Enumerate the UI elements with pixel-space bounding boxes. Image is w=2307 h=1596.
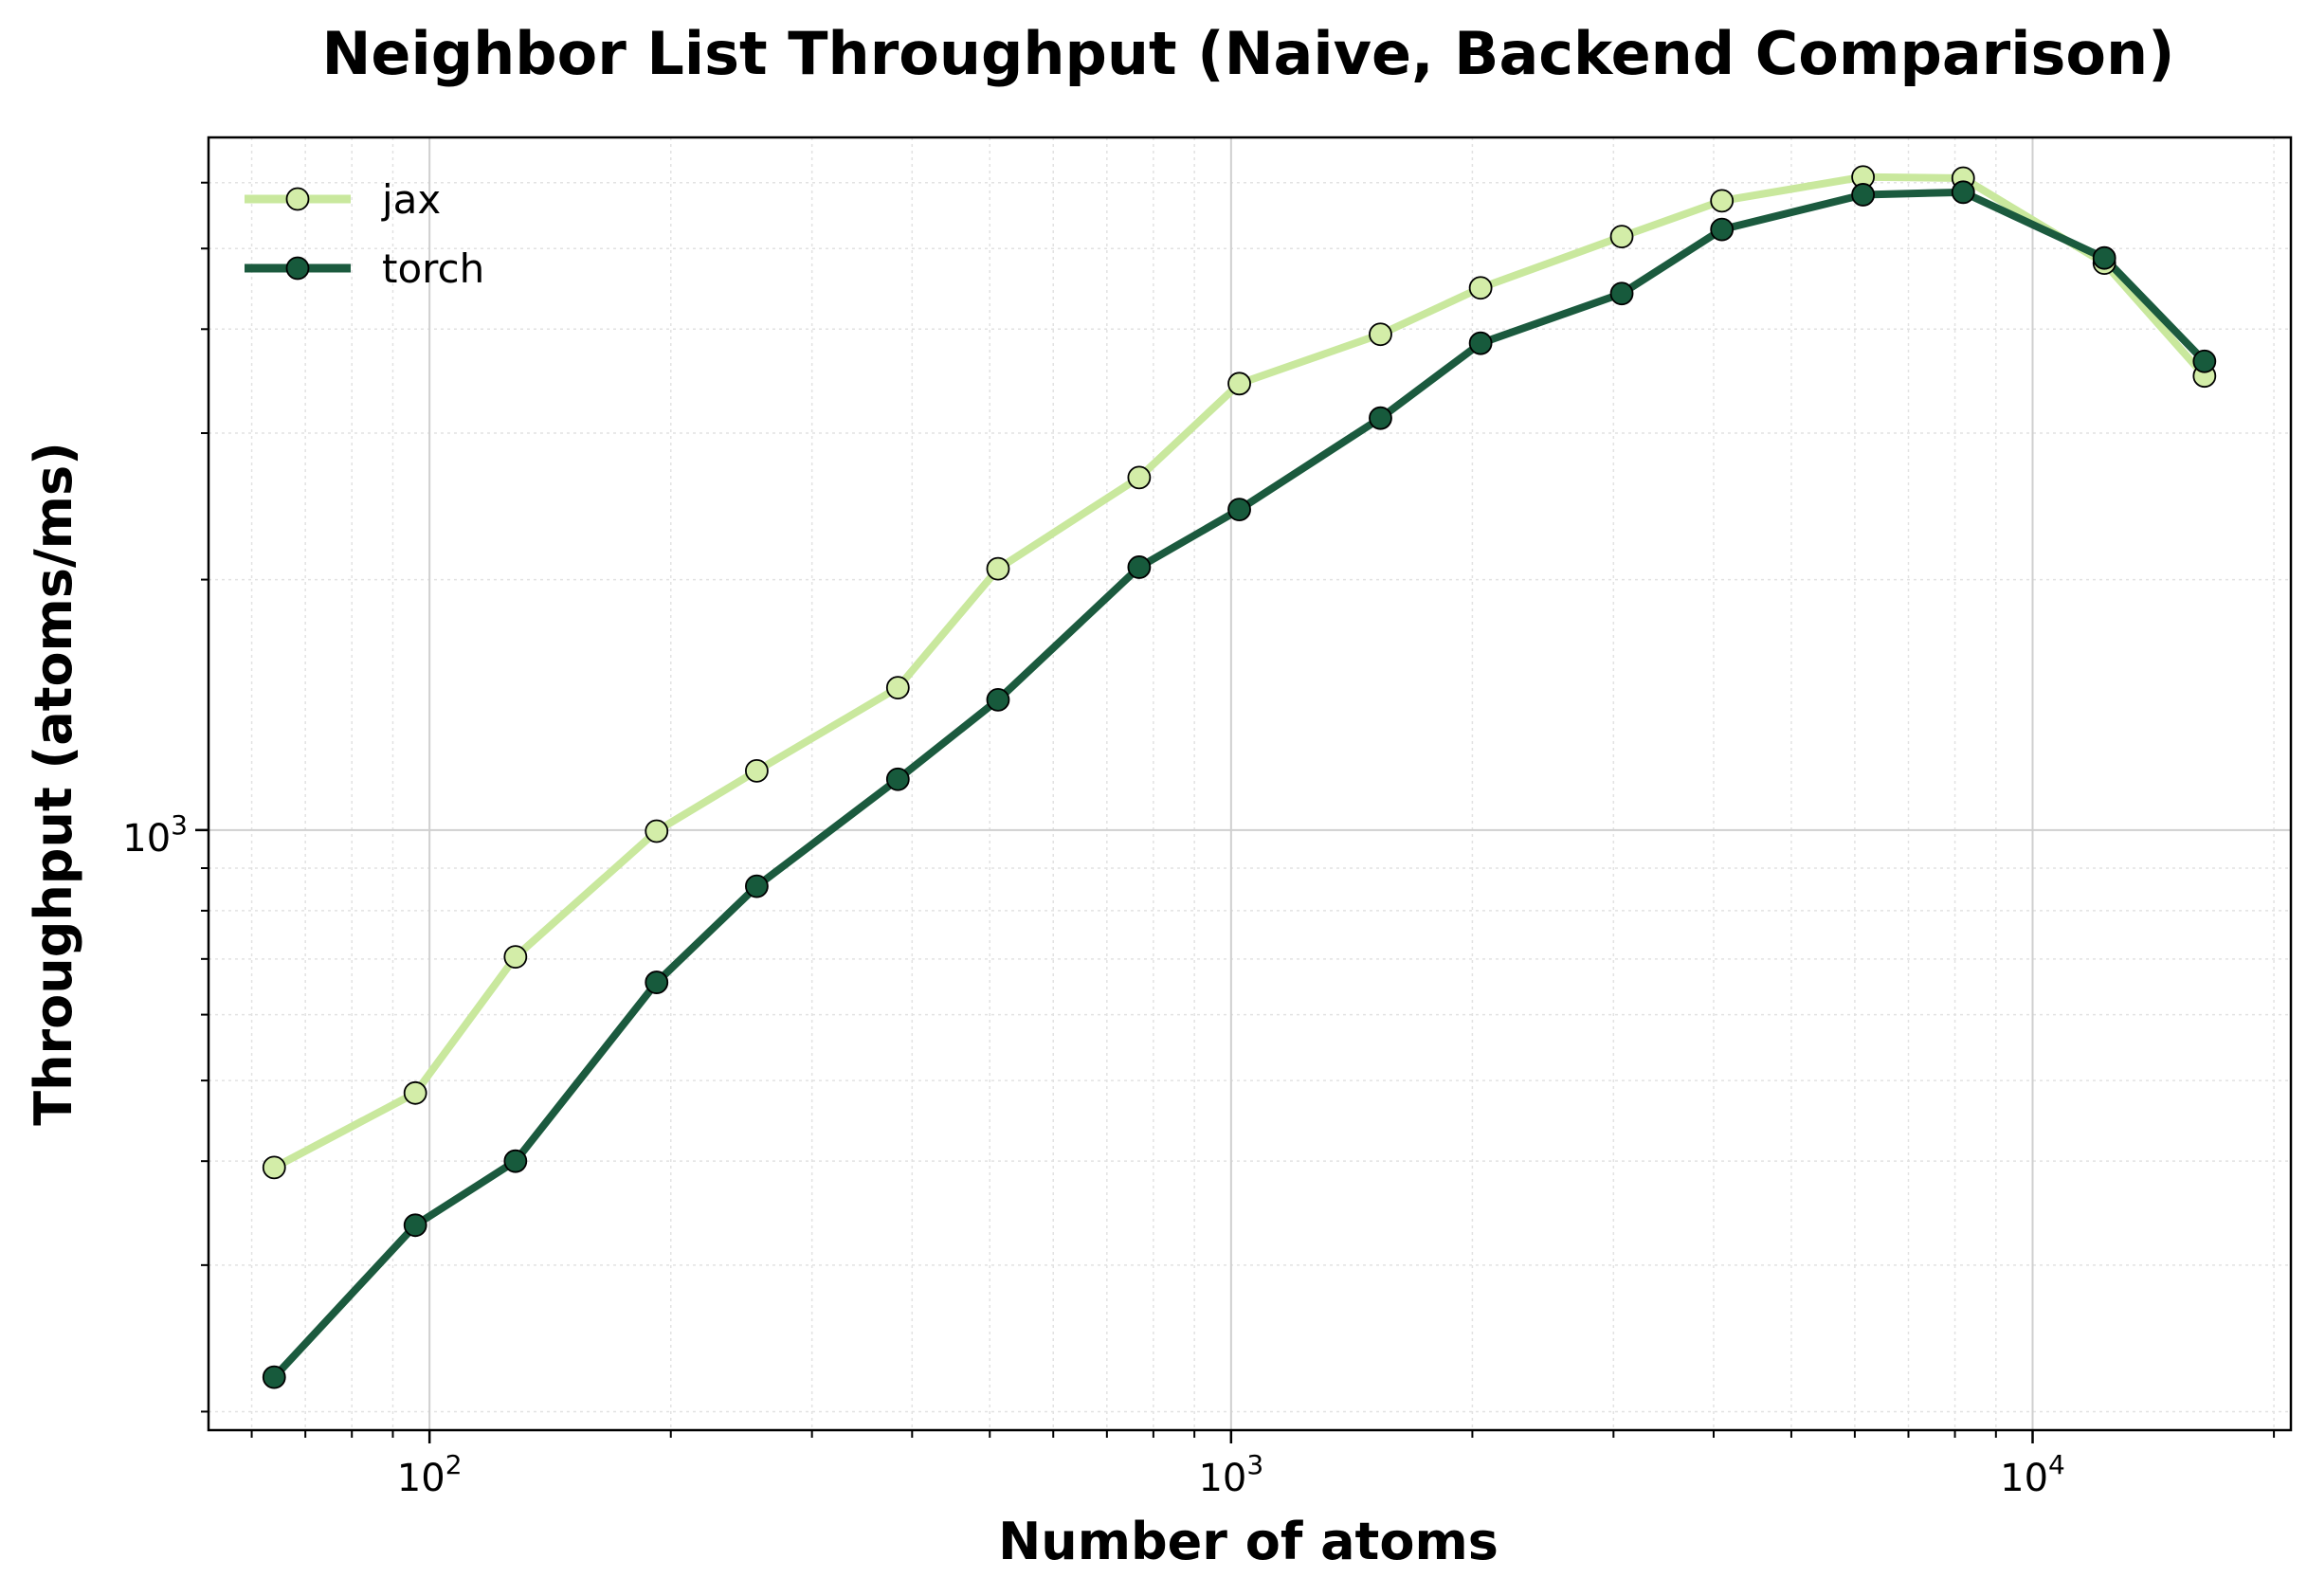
legend-entry-jax: jax bbox=[245, 176, 441, 223]
legend-label-jax: jax bbox=[381, 176, 441, 223]
chart-title: Neighbor List Throughput (Naive, Backend… bbox=[322, 19, 2175, 88]
data-point-jax bbox=[745, 758, 769, 783]
data-point-torch bbox=[2192, 349, 2217, 373]
y-tick-label: 103 bbox=[122, 809, 188, 861]
data-point-torch bbox=[986, 688, 1010, 712]
legend-label-torch: torch bbox=[382, 245, 484, 292]
data-point-torch bbox=[885, 767, 910, 791]
data-point-jax bbox=[403, 1080, 427, 1105]
data-point-torch bbox=[1468, 331, 1493, 355]
data-point-torch bbox=[1369, 406, 1392, 430]
x-tick-label: 102 bbox=[397, 1449, 463, 1500]
minor-grid bbox=[209, 137, 2291, 1430]
x-tick-label: 104 bbox=[2000, 1449, 2065, 1500]
data-point-torch bbox=[745, 874, 769, 898]
data-point-jax bbox=[986, 556, 1010, 581]
tick-labels-layer: 102 103 104 103 bbox=[122, 809, 2065, 1500]
data-point-jax bbox=[1127, 465, 1152, 490]
data-point-torch bbox=[1851, 183, 1876, 207]
major-grid bbox=[209, 137, 2291, 1430]
data-point-torch bbox=[503, 1149, 528, 1173]
y-axis-label: Throughput (atoms/ms) bbox=[24, 442, 83, 1126]
data-point-jax bbox=[645, 819, 669, 843]
data-point-torch bbox=[1127, 555, 1152, 579]
data-point-torch bbox=[262, 1365, 286, 1389]
data-point-torch bbox=[645, 970, 669, 994]
data-point-jax bbox=[885, 676, 910, 699]
x-tick-label: 103 bbox=[1198, 1449, 1263, 1500]
data-point-torch bbox=[1951, 180, 1975, 205]
data-point-jax bbox=[1227, 372, 1251, 396]
data-point-torch bbox=[1227, 498, 1251, 522]
legend: jax torch bbox=[245, 176, 484, 292]
data-point-torch bbox=[1609, 281, 1634, 306]
data-point-jax bbox=[1710, 189, 1735, 213]
x-axis-label: Number of atoms bbox=[998, 1512, 1499, 1571]
series-layer bbox=[262, 165, 2217, 1389]
data-point-torch bbox=[1710, 217, 1735, 242]
legend-entry-torch: torch bbox=[245, 245, 484, 292]
data-point-jax bbox=[1609, 225, 1634, 249]
data-point-torch bbox=[403, 1213, 427, 1238]
data-point-torch bbox=[2092, 245, 2116, 270]
ticks-layer bbox=[195, 181, 2276, 1443]
plot-frame bbox=[207, 136, 2293, 1432]
data-point-jax bbox=[262, 1155, 286, 1180]
data-point-jax bbox=[1369, 322, 1392, 347]
data-point-jax bbox=[503, 945, 528, 970]
data-point-jax bbox=[1468, 276, 1493, 300]
legend-marker-jax bbox=[285, 187, 310, 211]
legend-marker-torch bbox=[285, 256, 310, 281]
